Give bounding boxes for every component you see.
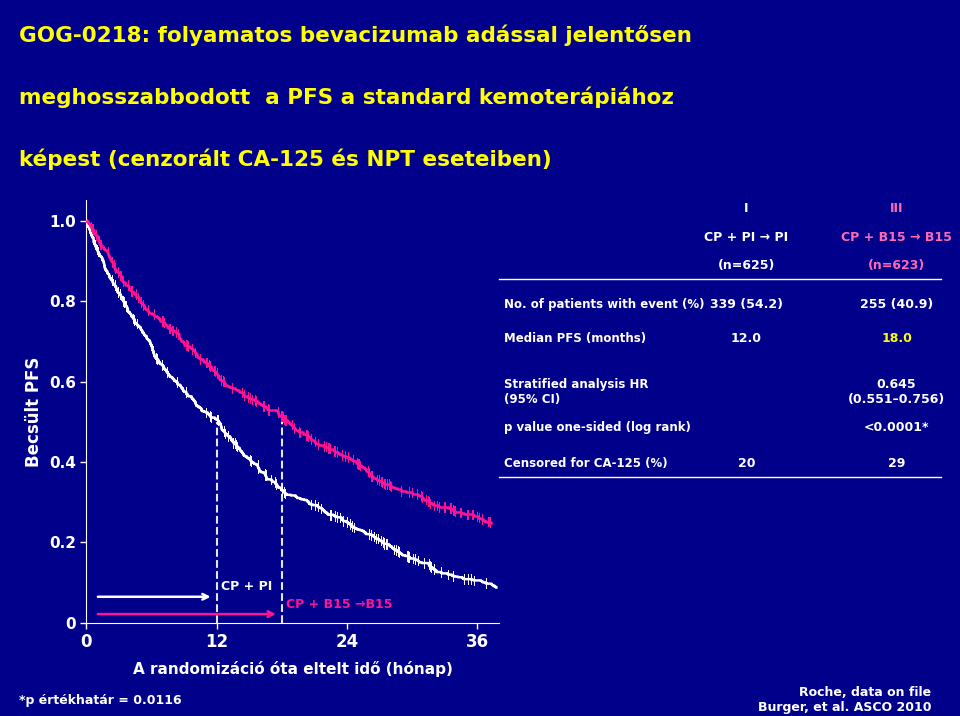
Text: GOG-0218: folyamatos bevacizumab adással jelentősen: GOG-0218: folyamatos bevacizumab adással… [19,24,692,46]
Text: III: III [890,202,903,215]
Text: *p értékhatár = 0.0116: *p értékhatár = 0.0116 [19,694,181,707]
Text: meghosszabbodott  a PFS a standard kemoterápiához: meghosszabbodott a PFS a standard kemote… [19,87,674,108]
Text: I: I [744,202,749,215]
Text: képest (cenzorált CA-125 és NPT eseteiben): képest (cenzorált CA-125 és NPT eseteibe… [19,148,552,170]
Text: CP + B15 → B15: CP + B15 → B15 [841,231,952,243]
Text: p value one-sided (log rank): p value one-sided (log rank) [504,421,690,434]
Text: <0.0001*: <0.0001* [864,421,929,434]
Y-axis label: Becsült PFS: Becsült PFS [25,357,43,467]
Text: Stratified analysis HR
(95% CI): Stratified analysis HR (95% CI) [504,378,648,406]
Text: Roche, data on file
Burger, et al. ASCO 2010: Roche, data on file Burger, et al. ASCO … [757,686,931,715]
Text: 255 (40.9): 255 (40.9) [860,298,933,311]
Text: 18.0: 18.0 [881,332,912,345]
Text: 0.645
(0.551–0.756): 0.645 (0.551–0.756) [848,378,946,406]
Text: Censored for CA-125 (%): Censored for CA-125 (%) [504,458,667,470]
Text: (n=625): (n=625) [718,259,775,272]
Text: 20: 20 [737,458,756,470]
Text: Median PFS (months): Median PFS (months) [504,332,646,345]
Text: 339 (54.2): 339 (54.2) [710,298,783,311]
Text: CP + PI: CP + PI [221,580,273,593]
Text: No. of patients with event (%): No. of patients with event (%) [504,298,704,311]
Text: A randomizáció óta eltelt idő (hónap): A randomizáció óta eltelt idő (hónap) [132,662,453,677]
Text: (n=623): (n=623) [868,259,925,272]
Text: CP + PI → PI: CP + PI → PI [705,231,788,243]
Text: CP + B15 →B15: CP + B15 →B15 [286,598,393,611]
Text: 29: 29 [888,458,905,470]
Text: 12.0: 12.0 [731,332,762,345]
